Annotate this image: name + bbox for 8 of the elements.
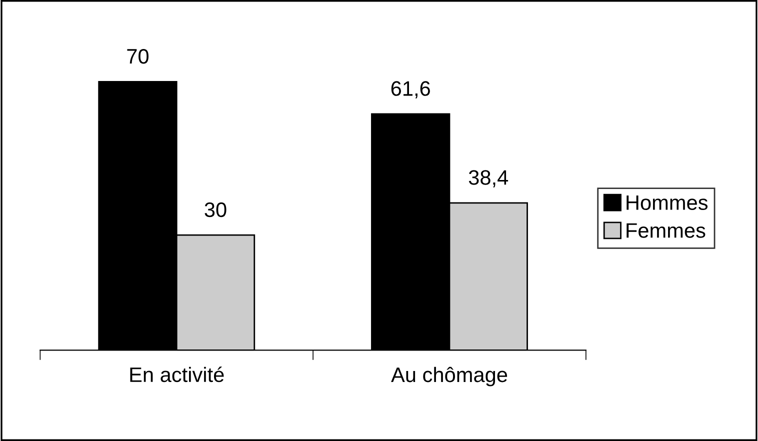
data-label: 38,4 [468, 170, 508, 188]
legend-label: Hommes [626, 195, 708, 210]
data-label: 61,6 [391, 81, 430, 98]
data-label: 30 [204, 202, 226, 218]
x-tick-label: En activité [130, 366, 224, 382]
legend-label: Femmes [626, 223, 706, 238]
data-label: 70 [127, 48, 148, 64]
x-tick-label: Au chômage [391, 366, 508, 386]
